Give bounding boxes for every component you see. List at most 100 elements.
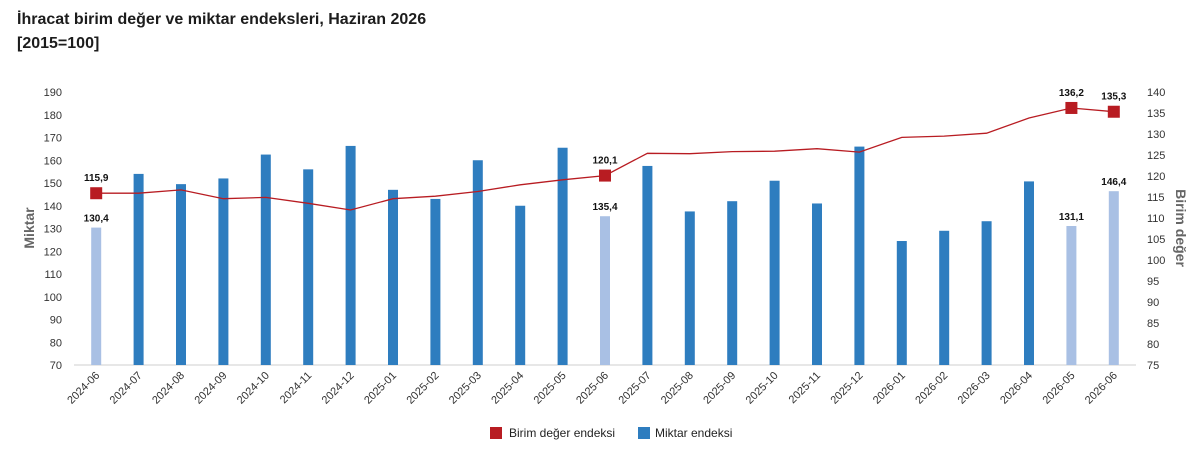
x-tick-label: 2026-02 bbox=[913, 370, 950, 407]
right-tick-label: 120 bbox=[1147, 171, 1165, 183]
left-tick-label: 70 bbox=[50, 360, 62, 372]
line-marker bbox=[1107, 105, 1120, 118]
bar bbox=[176, 184, 186, 365]
line-marker bbox=[599, 169, 611, 182]
legend-swatch-quantity bbox=[638, 427, 650, 439]
right-tick-label: 75 bbox=[1147, 360, 1159, 372]
bar bbox=[430, 198, 441, 365]
right-tick-label: 95 bbox=[1147, 276, 1159, 288]
left-tick-label: 90 bbox=[50, 315, 62, 327]
x-tick-label: 2026-06 bbox=[1083, 370, 1120, 407]
chart-title-line1: İhracat birim değer ve miktar endeksleri… bbox=[17, 11, 427, 28]
right-tick-label: 110 bbox=[1147, 213, 1165, 225]
bar bbox=[388, 189, 398, 365]
line-marker bbox=[90, 187, 103, 200]
left-tick-label: 150 bbox=[44, 178, 62, 190]
left-tick-label: 120 bbox=[44, 246, 62, 258]
left-tick-label: 190 bbox=[44, 87, 62, 99]
left-tick-label: 110 bbox=[44, 269, 62, 281]
chart-title-line2: [2015=100] bbox=[17, 35, 100, 52]
bar-data-label: 130,4 bbox=[84, 214, 109, 225]
bar-data-label: 146,4 bbox=[1101, 177, 1126, 188]
left-axis-ticks: 70 80 90 100 110 120 130 140 150 160 170 180 190 bbox=[44, 87, 62, 372]
bar-data-label: 135,4 bbox=[592, 202, 617, 213]
x-tick-label: 2024-06 bbox=[65, 370, 102, 407]
bar bbox=[769, 180, 780, 365]
x-tick-label: 2024-11 bbox=[278, 370, 314, 406]
left-tick-label: 160 bbox=[44, 155, 62, 167]
bar bbox=[1108, 191, 1119, 365]
bar-series bbox=[91, 145, 1119, 365]
data-labels: 130,4 135,4 131,1 146,4 115,9 120,1 136,2 135,3 bbox=[84, 88, 1127, 225]
left-tick-label: 80 bbox=[50, 337, 62, 349]
left-tick-label: 180 bbox=[44, 110, 62, 122]
right-tick-label: 90 bbox=[1147, 297, 1159, 309]
right-tick-label: 80 bbox=[1147, 339, 1159, 351]
bar bbox=[557, 147, 568, 365]
x-tick-label: 2025-10 bbox=[744, 370, 781, 407]
right-tick-label: 105 bbox=[1147, 234, 1165, 246]
line-data-label: 115,9 bbox=[84, 173, 109, 184]
bar bbox=[260, 154, 271, 365]
right-tick-label: 85 bbox=[1147, 318, 1159, 330]
x-tick-label: 2026-04 bbox=[998, 370, 1035, 407]
x-tick-label: 2026-01 bbox=[871, 370, 908, 407]
bar bbox=[600, 216, 610, 365]
x-tick-label: 2025-12 bbox=[828, 370, 865, 407]
bar bbox=[1024, 181, 1034, 365]
bar bbox=[345, 145, 356, 365]
bar bbox=[515, 205, 526, 365]
line-data-label: 120,1 bbox=[592, 156, 617, 167]
left-tick-label: 100 bbox=[44, 292, 62, 304]
bar bbox=[1066, 225, 1077, 365]
bar bbox=[812, 203, 822, 365]
x-axis-ticks: 2024-06 2024-07 2024-08 2024-09 2024-10 2024-… bbox=[65, 370, 1120, 407]
left-tick-label: 140 bbox=[44, 201, 62, 213]
x-tick-label: 2025-02 bbox=[404, 370, 441, 407]
bar bbox=[896, 241, 907, 365]
x-tick-label: 2024-12 bbox=[320, 370, 357, 407]
bar bbox=[939, 230, 950, 365]
left-tick-label: 170 bbox=[44, 133, 62, 145]
x-tick-label: 2024-10 bbox=[235, 370, 272, 407]
bar-data-label: 131,1 bbox=[1059, 212, 1084, 223]
bar bbox=[472, 160, 483, 365]
x-tick-label: 2025-08 bbox=[659, 370, 696, 407]
bar bbox=[981, 221, 992, 365]
x-tick-label: 2025-07 bbox=[616, 370, 653, 407]
x-tick-label: 2024-08 bbox=[150, 370, 187, 407]
x-tick-label: 2025-11 bbox=[787, 370, 823, 406]
bar bbox=[727, 201, 738, 365]
bar bbox=[133, 173, 144, 365]
left-tick-label: 130 bbox=[44, 224, 62, 236]
x-tick-label: 2024-07 bbox=[108, 370, 145, 407]
x-tick-label: 2026-05 bbox=[1040, 370, 1077, 407]
left-axis-label: Miktar bbox=[21, 207, 37, 249]
right-tick-label: 140 bbox=[1147, 87, 1165, 99]
line-series bbox=[90, 101, 1120, 211]
line-data-label: 136,2 bbox=[1059, 88, 1084, 99]
x-tick-label: 2025-09 bbox=[701, 370, 738, 407]
line-marker bbox=[1065, 101, 1078, 114]
legend-swatch-unit-value bbox=[490, 427, 502, 439]
legend-label-quantity: Miktar endeksi bbox=[655, 426, 732, 440]
x-tick-label: 2025-03 bbox=[447, 370, 484, 407]
right-axis-label: Birim değer bbox=[1173, 189, 1189, 267]
right-tick-label: 135 bbox=[1147, 108, 1165, 120]
x-tick-label: 2025-01 bbox=[362, 370, 399, 407]
bar bbox=[91, 227, 102, 365]
bar bbox=[218, 178, 229, 365]
bar bbox=[854, 146, 865, 365]
right-axis-ticks: 75 80 85 90 95 100 105 110 115 120 125 130 135 140 bbox=[1147, 87, 1165, 372]
x-tick-label: 2025-05 bbox=[532, 370, 569, 407]
right-tick-label: 125 bbox=[1147, 150, 1165, 162]
bar bbox=[684, 211, 695, 365]
line-data-label: 135,3 bbox=[1101, 92, 1126, 103]
legend: Birim değer endeksi Miktar endeksi bbox=[490, 426, 732, 440]
x-tick-label: 2026-03 bbox=[956, 370, 993, 407]
bar bbox=[303, 169, 314, 365]
x-tick-label: 2024-09 bbox=[192, 370, 229, 407]
chart-title: İhracat birim değer ve miktar endeksleri… bbox=[17, 8, 426, 56]
right-tick-label: 100 bbox=[1147, 255, 1165, 267]
